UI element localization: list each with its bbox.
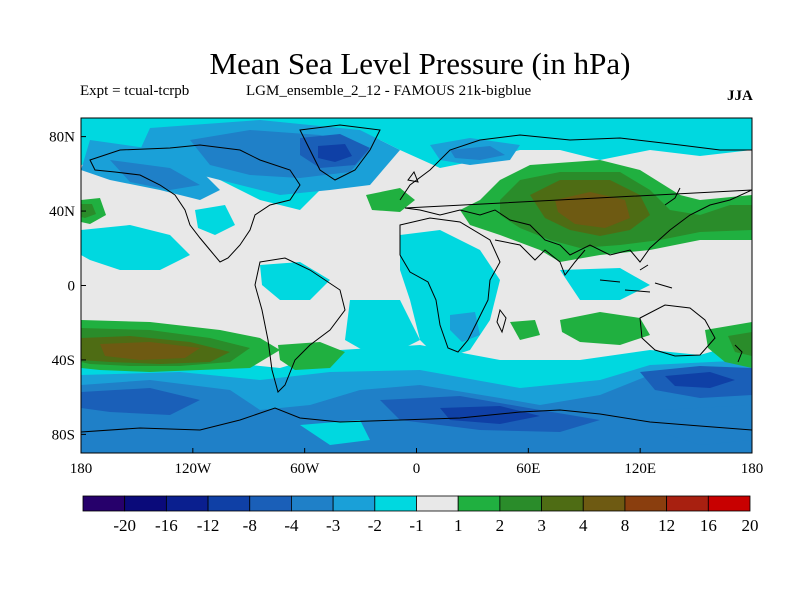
coast-antarctica <box>81 407 752 433</box>
experiment-label: Expt = tcual-tcrpb <box>80 83 190 99</box>
coast-greenland <box>299 124 381 181</box>
y-tick-label: 80N <box>49 130 75 146</box>
colorbar-label: 16 <box>700 516 717 535</box>
contour-south-america-green <box>278 342 345 370</box>
colorbar-label: 2 <box>496 516 505 535</box>
contour-indian-green <box>560 312 650 345</box>
coast-uk <box>407 170 419 183</box>
contour-ross-sea <box>660 405 752 445</box>
contour-south-pacific-core <box>81 388 200 415</box>
x-tick-label: 60E <box>516 461 540 477</box>
colorbar-label: -2 <box>368 516 382 535</box>
colorbar-label: 4 <box>579 516 588 535</box>
colorbar-swatch <box>291 495 334 512</box>
coast-indonesia <box>599 264 673 293</box>
colorbar-swatch <box>332 495 376 512</box>
colorbar-swatch <box>207 495 251 512</box>
colorbar-swatch <box>624 495 668 512</box>
contour-greenland-center <box>318 144 352 162</box>
contour-south-pacific-core <box>100 342 200 360</box>
colorbar-swatch <box>707 495 751 512</box>
colorbar-label: -8 <box>243 516 257 535</box>
contour-tropical-pacific <box>81 225 190 270</box>
colorbar-swatch <box>374 495 417 512</box>
contour-asia-core <box>555 192 630 228</box>
contour-scandinavia-deep <box>450 146 505 160</box>
contour-antarctic-coast-light <box>300 420 370 445</box>
coast-madagascar <box>496 308 507 334</box>
coast-south-america <box>254 257 346 393</box>
coast-africa <box>399 217 501 353</box>
y-tick-label: 80S <box>52 427 75 443</box>
colorbar-swatch <box>249 495 292 512</box>
contour-africa-green <box>510 320 540 340</box>
colorbar-label: -12 <box>197 516 220 535</box>
x-tick-label: 120E <box>624 461 656 477</box>
y-tick-label: 40S <box>52 353 75 369</box>
colorbar: -20 -16 -12 -8 -4 -3 -2 -1 1 2 3 4 8 12 16 20 <box>82 495 759 535</box>
colorbar-label: -1 <box>409 516 423 535</box>
y-tick-label: 0 <box>68 279 76 295</box>
colorbar-swatch <box>457 495 501 512</box>
x-tick-label: 180 <box>70 461 93 477</box>
colorbar-label: 1 <box>454 516 463 535</box>
colorbar-label: 20 <box>742 516 759 535</box>
colorbar-label: -16 <box>155 516 178 535</box>
coast-eurasia <box>399 134 752 263</box>
coastlines <box>81 124 752 433</box>
x-tick-label: 180 <box>741 461 764 477</box>
contour-pacific-nw-mid <box>81 204 96 218</box>
contour-fills <box>81 118 752 453</box>
y-tick-label: 40N <box>49 204 75 220</box>
contour-south-indian-center <box>665 372 735 388</box>
colorbar-swatch <box>666 495 709 512</box>
contour-north-atlantic-green <box>366 188 415 212</box>
contour-indian-cyan <box>560 268 650 300</box>
x-tick-label: 120W <box>174 461 212 477</box>
contour-central-america <box>195 205 235 235</box>
coast-australia <box>639 304 716 357</box>
colorbar-label: -3 <box>326 516 340 535</box>
contour-australia-mid <box>728 332 752 356</box>
coast-arabia-india <box>494 239 586 277</box>
map-area <box>81 118 752 453</box>
coast-new-zealand <box>734 344 743 363</box>
contour-north-pacific-deep <box>110 160 200 190</box>
colorbar-swatch <box>416 495 459 512</box>
colorbar-swatch <box>82 495 126 512</box>
y-axis-ticks: 80N 40N 0 40S 80S <box>49 130 86 443</box>
colorbar-swatch <box>541 495 584 512</box>
colorbar-swatch <box>165 495 209 512</box>
page-title: Mean Sea Level Pressure (in hPa) <box>209 46 631 81</box>
coast-north-america <box>89 144 301 263</box>
colorbar-label: 8 <box>621 516 630 535</box>
colorbar-swatch <box>582 495 626 512</box>
x-tick-label: 60W <box>290 461 320 477</box>
x-axis-ticks: 180 120W 60W 0 60E 120E 180 <box>70 448 764 477</box>
coast-japan <box>664 187 681 206</box>
season-label: JJA <box>727 88 753 104</box>
colorbar-label: -4 <box>284 516 299 535</box>
colorbar-label: 12 <box>658 516 675 535</box>
contour-africa-mid <box>450 312 480 342</box>
run-label: LGM_ensemble_2_12 - FAMOUS 21k-bigblue <box>246 83 532 99</box>
colorbar-swatch <box>124 495 167 512</box>
contour-south-atlantic-cyan <box>345 300 420 360</box>
colorbar-label: 3 <box>537 516 546 535</box>
colorbar-swatch <box>499 495 542 512</box>
x-tick-label: 0 <box>413 461 421 477</box>
colorbar-label: -20 <box>113 516 136 535</box>
